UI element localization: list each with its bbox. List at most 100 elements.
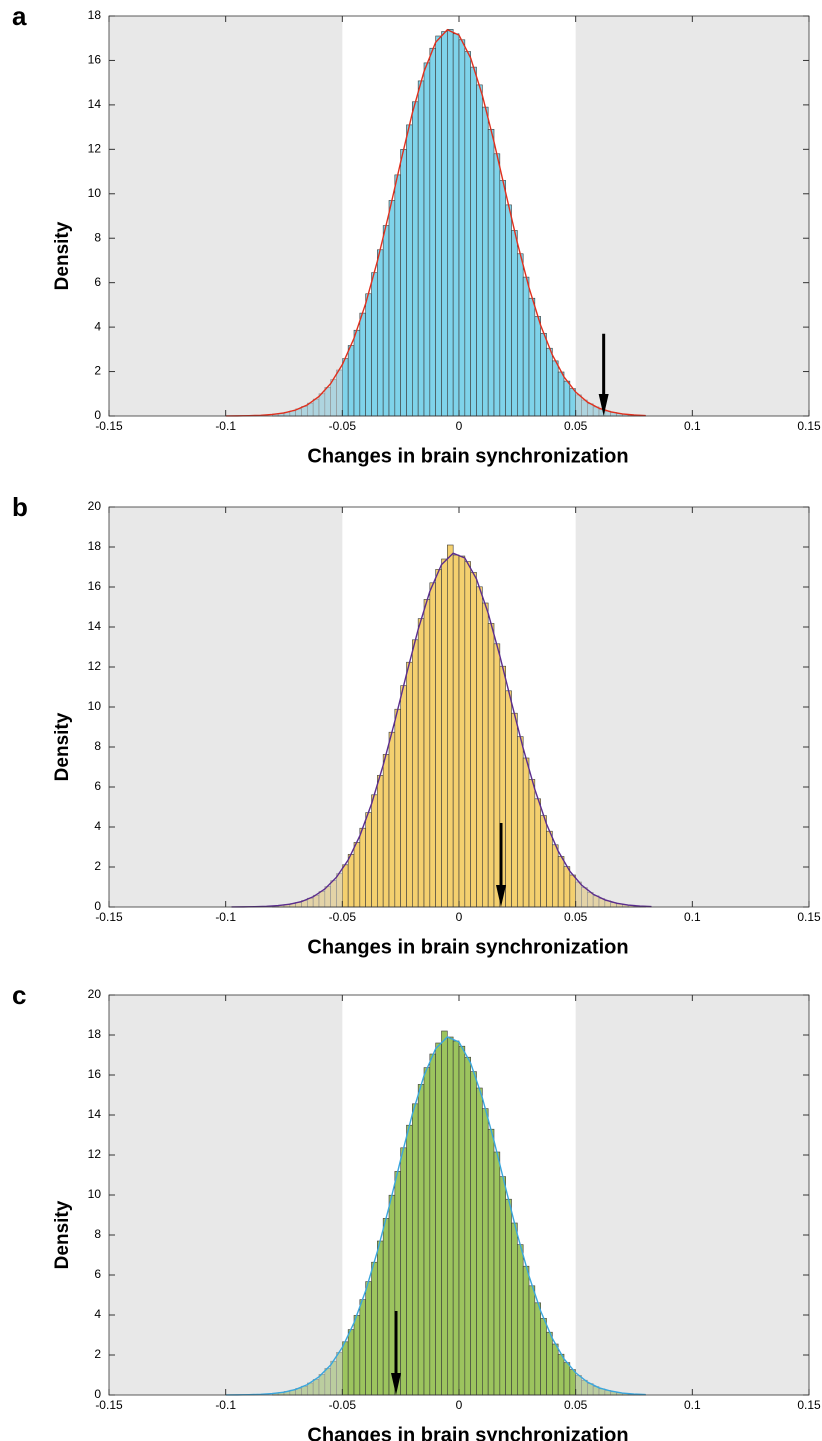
bar <box>517 253 524 417</box>
bar <box>534 316 541 417</box>
x-tick-label: -0.15 <box>95 419 123 433</box>
y-tick-label: 8 <box>94 1227 101 1241</box>
bar <box>353 842 361 908</box>
bar <box>423 62 431 417</box>
y-tick-label: 4 <box>94 819 101 833</box>
y-tick-label: 20 <box>88 499 102 513</box>
bar <box>493 643 501 908</box>
arrow-head <box>391 1373 401 1395</box>
y-tick-label: 10 <box>88 186 102 200</box>
bar <box>557 856 565 908</box>
panel-label: c <box>12 980 26 1010</box>
bar <box>382 1218 390 1396</box>
y-tick-label: 18 <box>88 539 102 553</box>
bar <box>569 1369 576 1396</box>
fit-curve <box>225 1036 646 1396</box>
bar <box>493 1151 501 1396</box>
bar <box>557 371 565 417</box>
bar <box>353 1315 361 1396</box>
bar <box>423 1067 431 1396</box>
bar <box>347 854 355 908</box>
shaded-region <box>575 507 809 907</box>
bar <box>400 149 407 417</box>
bar <box>546 830 553 908</box>
bar <box>371 794 378 908</box>
bar <box>347 345 355 417</box>
fit-curve <box>225 28 646 417</box>
y-tick-label: 2 <box>94 1347 101 1361</box>
bar <box>482 602 489 908</box>
x-tick-label: -0.05 <box>329 419 357 433</box>
y-tick-label: 14 <box>88 619 102 633</box>
bar <box>476 1087 483 1396</box>
bar <box>429 47 436 417</box>
x-tick-label: 0 <box>456 1398 463 1412</box>
y-tick-label: 16 <box>88 1067 102 1081</box>
bar <box>552 844 559 908</box>
bar <box>470 1071 477 1396</box>
y-tick-label: 10 <box>88 699 102 713</box>
y-tick-label: 14 <box>88 97 102 111</box>
x-tick-label: 0.15 <box>797 910 821 924</box>
bar <box>534 798 541 908</box>
bar <box>435 1042 442 1396</box>
panel-label: a <box>12 1 27 31</box>
y-axis-label: Density <box>52 1200 73 1269</box>
bar <box>569 874 576 908</box>
bar <box>377 249 384 417</box>
bar <box>394 708 401 908</box>
bar <box>517 1244 524 1396</box>
x-tick-label: -0.15 <box>95 1398 123 1412</box>
bar <box>464 561 471 908</box>
y-tick-label: 12 <box>88 142 102 156</box>
bar <box>546 347 553 417</box>
shaded-region <box>109 16 343 416</box>
bar <box>511 712 518 908</box>
bar <box>487 129 495 417</box>
y-tick-label: 14 <box>88 1107 102 1121</box>
histogram <box>272 1030 646 1396</box>
bar <box>353 329 361 417</box>
y-tick-label: 16 <box>88 579 102 593</box>
bar <box>464 51 471 417</box>
bar <box>493 153 501 417</box>
bar <box>417 80 425 417</box>
bar <box>452 33 460 417</box>
bar <box>388 200 396 417</box>
bar <box>517 736 524 908</box>
y-tick-label: 18 <box>88 1027 102 1041</box>
bar <box>470 66 477 417</box>
bar <box>371 1261 378 1396</box>
arrow-head <box>496 885 506 907</box>
bar <box>487 623 495 908</box>
y-tick-label: 10 <box>88 1187 102 1201</box>
bar <box>412 639 419 908</box>
bar <box>447 29 454 417</box>
bar <box>417 618 425 908</box>
x-tick-label: -0.1 <box>215 910 236 924</box>
bar <box>406 1124 413 1396</box>
bar <box>528 297 536 417</box>
shaded-region <box>109 995 343 1395</box>
x-tick-label: -0.15 <box>95 910 123 924</box>
bar <box>569 388 576 417</box>
y-tick-label: 2 <box>94 364 101 378</box>
x-axis-label: Changes in brain synchronization <box>307 445 628 467</box>
bar <box>441 31 448 417</box>
y-tick-label: 18 <box>88 8 102 22</box>
x-tick-label: 0.05 <box>564 910 588 924</box>
bar <box>540 333 547 417</box>
y-tick-label: 6 <box>94 275 101 289</box>
bar <box>394 174 401 417</box>
bar <box>511 1222 518 1396</box>
x-tick-label: 0 <box>456 419 463 433</box>
bar <box>482 1108 489 1396</box>
bar <box>429 582 436 908</box>
bar <box>377 1240 384 1396</box>
x-tick-label: -0.05 <box>329 910 357 924</box>
bar <box>441 558 448 908</box>
bar <box>540 815 547 908</box>
bar <box>365 812 372 908</box>
bar <box>505 204 512 417</box>
arrow-head <box>598 394 609 416</box>
